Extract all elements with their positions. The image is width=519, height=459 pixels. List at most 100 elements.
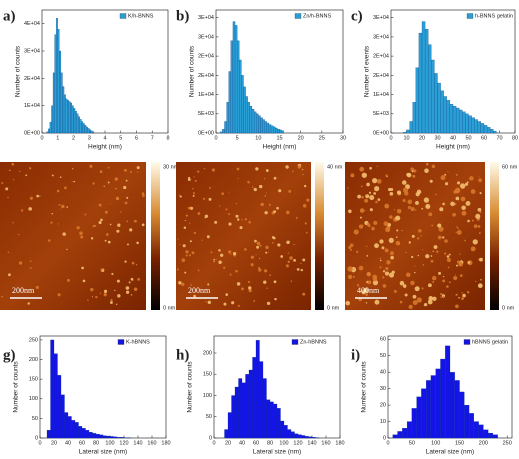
afm-particle <box>438 226 444 232</box>
panel-label: h) <box>176 347 189 363</box>
afm-particle <box>369 166 372 170</box>
afm-particle <box>126 243 129 246</box>
histogram-bar <box>430 375 436 439</box>
x-tick-label: 60 <box>481 135 487 141</box>
afm-particle <box>7 251 10 254</box>
afm-particle <box>39 195 41 197</box>
afm-particle <box>59 176 62 178</box>
histogram-bar <box>85 126 88 134</box>
histogram-bar <box>449 372 455 439</box>
afm-particle <box>12 178 15 181</box>
afm-particle <box>125 286 130 290</box>
scale-bar-label: 200nm <box>188 286 211 295</box>
afm-particle <box>412 294 417 299</box>
histogram-bar <box>434 73 438 134</box>
histogram-bar <box>245 374 250 439</box>
afm-particle <box>120 211 122 213</box>
afm-particle <box>302 173 304 176</box>
afm-particle <box>126 220 129 223</box>
afm-particle <box>464 239 466 242</box>
afm-particle <box>454 188 460 194</box>
histogram-bar <box>51 105 54 134</box>
y-tick-label: 200 <box>29 357 38 363</box>
histogram-bar <box>268 124 272 134</box>
histogram-bar <box>415 67 420 134</box>
afm-particle <box>125 179 128 182</box>
x-tick-label: 15 <box>276 135 282 141</box>
afm-particle <box>98 203 102 207</box>
histogram-bar <box>403 132 407 134</box>
scale-bar-label: 200nm <box>12 286 35 295</box>
afm-particle <box>223 302 227 306</box>
histogram-bar <box>411 408 417 439</box>
afm-particle <box>193 176 195 178</box>
afm-particle <box>414 271 416 274</box>
afm-particle <box>232 252 237 256</box>
afm-particle <box>107 181 110 184</box>
afm-particle <box>25 174 28 177</box>
afm-particle <box>477 207 482 212</box>
x-tick-label: 6 <box>135 135 138 141</box>
afm-particle <box>114 177 118 181</box>
afm-particle <box>397 242 401 245</box>
afm-particle <box>218 205 221 207</box>
afm-particle <box>413 171 415 173</box>
afm-particle <box>130 277 134 281</box>
afm-particle <box>376 165 378 167</box>
afm-particle <box>432 250 434 252</box>
afm-image <box>0 162 146 310</box>
afm-particle <box>475 280 477 282</box>
scale-bar-label: 400nm <box>357 286 380 295</box>
afm-particle <box>472 239 478 245</box>
afm-particle <box>177 238 179 240</box>
afm-particle <box>66 248 68 251</box>
afm-particle <box>369 195 375 201</box>
y-tick-label: 1E+04 <box>24 103 40 109</box>
histogram-bar <box>440 358 446 439</box>
afm-particle <box>99 292 102 295</box>
afm-particle <box>467 219 470 223</box>
afm-particle <box>125 290 130 294</box>
afm-particle <box>432 281 434 283</box>
panel-label: i) <box>351 347 360 363</box>
afm-particle <box>389 215 393 219</box>
histogram-bar <box>402 428 408 439</box>
afm-particle <box>374 189 376 192</box>
afm-particle <box>393 289 397 293</box>
histogram-bar <box>435 368 441 439</box>
histogram-bar <box>262 378 267 439</box>
afm-particle <box>235 269 238 273</box>
afm-particle <box>461 292 463 294</box>
panel-label: g) <box>3 347 16 363</box>
histogram-bar <box>269 401 274 439</box>
afm-particle <box>8 273 11 277</box>
afm-particle <box>372 177 378 184</box>
afm-particle <box>18 233 20 235</box>
histogram-bar <box>281 130 284 134</box>
afm-particle <box>297 165 302 169</box>
afm-particle <box>287 252 290 254</box>
afm-particle <box>464 182 469 186</box>
afm-particle <box>124 201 128 205</box>
afm-particle <box>19 171 21 173</box>
histogram-bar <box>409 121 413 134</box>
histogram-bar <box>65 98 68 134</box>
histogram-bar <box>113 436 118 439</box>
afm-particle <box>137 277 141 281</box>
histogram-bar <box>222 129 225 134</box>
afm-particle <box>92 182 95 185</box>
x-tick-label: 3 <box>88 135 91 141</box>
afm-particle <box>263 280 267 284</box>
afm-particle <box>425 203 431 209</box>
afm-particle <box>185 250 189 254</box>
afm-particle <box>408 304 413 310</box>
afm-particle <box>389 192 394 196</box>
afm-particle <box>141 192 145 195</box>
afm-particle <box>218 260 222 264</box>
afm-particle <box>218 249 221 252</box>
histogram-bar <box>249 105 253 134</box>
afm-particle <box>35 285 39 290</box>
histogram-bar <box>392 434 398 439</box>
afm-particle <box>273 280 277 284</box>
legend-label: K/h-BNNS <box>128 13 154 19</box>
